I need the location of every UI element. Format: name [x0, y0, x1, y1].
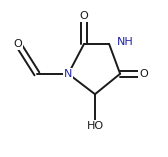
- Text: N: N: [64, 69, 72, 79]
- Text: O: O: [80, 11, 88, 21]
- Text: O: O: [14, 39, 23, 49]
- Text: NH: NH: [117, 37, 134, 47]
- Text: HO: HO: [86, 121, 103, 131]
- Text: O: O: [139, 69, 148, 79]
